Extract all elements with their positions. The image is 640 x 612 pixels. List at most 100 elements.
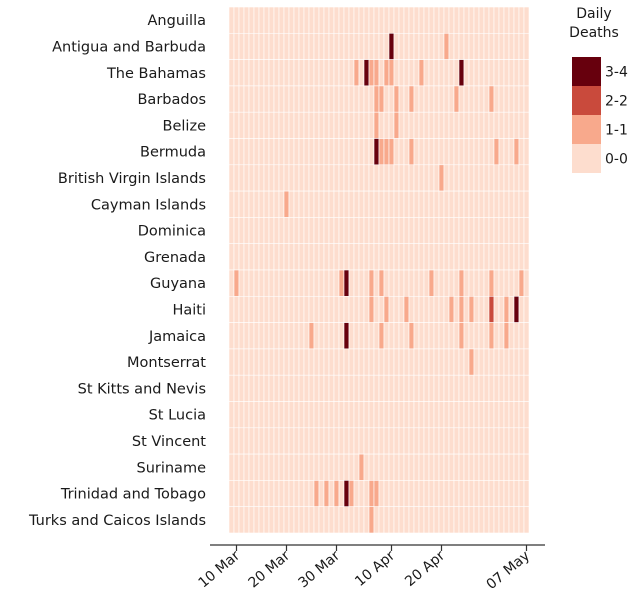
heatmap-cell — [283, 427, 290, 455]
heatmap-cell — [273, 85, 280, 113]
heatmap-cell — [523, 190, 530, 218]
heatmap-cell — [298, 32, 305, 60]
heatmap-cell — [458, 348, 465, 376]
heatmap-cell — [453, 164, 460, 192]
heatmap-cell — [243, 427, 250, 455]
heatmap-cell — [448, 348, 455, 376]
heatmap-cell — [453, 217, 460, 244]
heatmap-cell — [298, 59, 305, 87]
heatmap-cell — [383, 217, 390, 244]
heatmap-cell — [398, 138, 405, 166]
heatmap-cell — [518, 59, 525, 87]
heatmap-cell — [418, 374, 425, 402]
heatmap-cell — [378, 59, 385, 87]
heatmap-cell — [468, 427, 475, 455]
legend-swatch — [572, 115, 601, 144]
heatmap-cell — [233, 138, 240, 166]
heatmap-cell — [388, 85, 395, 113]
heatmap-cell — [398, 295, 405, 323]
heatmap-cell — [443, 6, 450, 34]
heatmap-cell — [493, 59, 500, 87]
heatmap-cell — [348, 401, 355, 429]
heatmap-cell — [493, 164, 500, 192]
heatmap-cell — [458, 190, 465, 218]
heatmap-cell — [263, 59, 270, 87]
heatmap-cell — [298, 295, 305, 323]
legend-label: 0-0 — [605, 152, 628, 168]
heatmap-cell — [403, 32, 410, 60]
heatmap-cell — [233, 427, 240, 455]
heatmap-cell — [243, 506, 250, 534]
heatmap-cell — [518, 190, 525, 218]
heatmap-cell — [458, 111, 465, 139]
heatmap-cell — [253, 401, 260, 429]
heatmap-cell — [518, 453, 525, 481]
heatmap-cell — [243, 164, 250, 192]
heatmap-cell — [388, 401, 395, 429]
heatmap-cell — [493, 32, 500, 60]
heatmap-cell — [318, 506, 325, 534]
country-label: Anguilla — [148, 13, 206, 29]
heatmap-cell — [513, 6, 520, 34]
heatmap-cell — [438, 6, 445, 34]
heatmap-cell — [283, 453, 290, 481]
heatmap-cell — [403, 322, 410, 350]
heatmap-cell — [228, 138, 235, 166]
heatmap-cell — [408, 217, 415, 244]
heatmap-cell — [503, 85, 510, 113]
heatmap-cell — [263, 111, 270, 139]
heatmap-cell — [263, 269, 270, 297]
heatmap-cell — [508, 6, 515, 34]
heatmap-cell — [398, 269, 405, 297]
heatmap-cell — [498, 480, 505, 507]
heatmap-cell — [448, 190, 455, 218]
heatmap-cell — [443, 322, 450, 350]
heatmap-cell — [238, 111, 245, 139]
heatmap-cell — [423, 138, 430, 166]
heatmap-cell — [523, 164, 530, 192]
heatmap-cell — [268, 348, 275, 376]
heatmap-cell — [388, 348, 395, 376]
heatmap-cell — [448, 401, 455, 429]
heatmap-cell — [518, 6, 525, 34]
heatmap-cell — [373, 374, 380, 402]
heatmap-cell — [408, 401, 415, 429]
heatmap-cell — [378, 506, 385, 534]
heatmap-cell — [498, 453, 505, 481]
heatmap-cell — [473, 480, 480, 507]
heatmap-cell — [383, 111, 390, 139]
heatmap-cell — [498, 59, 505, 87]
heatmap-cell — [308, 111, 315, 139]
heatmap-cell — [478, 453, 485, 481]
heatmap-cell — [278, 453, 285, 481]
heatmap-cell — [388, 243, 395, 271]
country-label: St Kitts and Nevis — [78, 381, 206, 397]
heatmap-cell — [443, 138, 450, 166]
heatmap-cell — [343, 111, 350, 139]
heatmap-cell — [328, 164, 335, 192]
heatmap-cell — [273, 374, 280, 402]
heatmap-cell — [293, 401, 300, 429]
heatmap-cell — [283, 322, 290, 350]
heatmap-cell — [328, 111, 335, 139]
heatmap-cell — [303, 322, 310, 350]
heatmap-cell — [328, 243, 335, 271]
heatmap-cell — [348, 138, 355, 166]
heatmap-cell — [493, 480, 500, 507]
heatmap-cell — [398, 453, 405, 481]
heatmap-cell — [448, 32, 455, 60]
heatmap-cell — [523, 85, 530, 113]
heatmap-cell — [273, 164, 280, 192]
heatmap-cell — [458, 295, 465, 323]
heatmap-cell — [248, 401, 255, 429]
heatmap-cell — [368, 348, 375, 376]
heatmap-cell — [433, 480, 440, 507]
heatmap-cell — [363, 6, 370, 34]
heatmap-cell — [503, 32, 510, 60]
heatmap-cell — [368, 506, 375, 534]
heatmap-cell — [523, 453, 530, 481]
heatmap-cell — [388, 269, 395, 297]
heatmap-cell — [263, 453, 270, 481]
heatmap-cell — [378, 453, 385, 481]
heatmap-cell — [408, 32, 415, 60]
